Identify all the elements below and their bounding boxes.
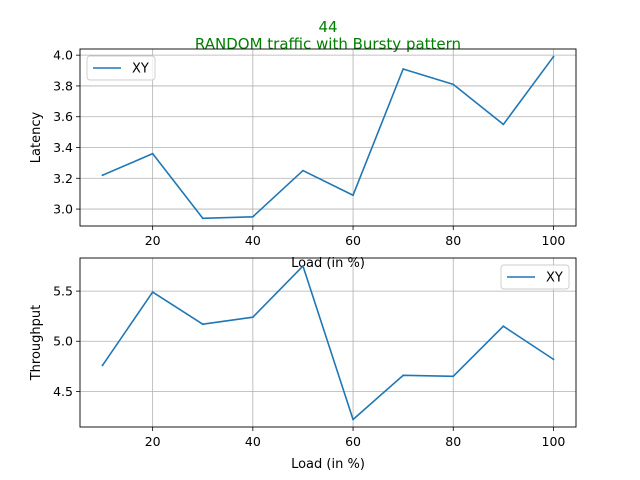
throughput-data-point-9 — [552, 358, 555, 361]
throughput-data-point-6 — [402, 374, 405, 377]
throughput-y-tick-label-1: 5.0 — [53, 334, 73, 349]
latency-x-tick-label-3: 80 — [445, 233, 461, 248]
latency-y-tick-label-3: 3.6 — [53, 109, 73, 124]
throughput-x-tick-label-0: 20 — [145, 434, 161, 449]
latency-data-point-6 — [402, 68, 405, 70]
throughput-x-tick-label-2: 60 — [345, 434, 361, 449]
latency-data-point-9 — [552, 55, 555, 58]
latency-x-tick-label-2: 60 — [345, 233, 361, 248]
latency-data-point-7 — [452, 83, 455, 86]
suptitle-text: RANDOM traffic with Bursty pattern — [195, 35, 461, 53]
throughput-x-axis-label: Load (in %) — [291, 457, 365, 472]
latency-y-tick-label-4: 3.8 — [53, 78, 73, 93]
latency-y-tick-label-2: 3.4 — [53, 140, 73, 155]
suptitle-number: 44 — [318, 18, 337, 36]
throughput-data-point-8 — [502, 325, 505, 328]
latency-y-tick-label-0: 3.0 — [53, 202, 73, 217]
throughput-x-tick-label-1: 40 — [245, 434, 261, 449]
throughput-legend: XY — [500, 264, 570, 290]
latency-axes-frame — [79, 48, 577, 227]
throughput-data-point-4 — [302, 265, 304, 267]
latency-data-point-8 — [502, 123, 505, 126]
latency-y-axis-label: Latency — [29, 112, 44, 164]
throughput-series-line-0 — [101, 265, 555, 421]
latency-series-line-0 — [101, 55, 555, 220]
throughput-data-point-5 — [352, 418, 354, 421]
throughput-data-point-3 — [251, 316, 254, 319]
latency-x-tick-label-0: 20 — [145, 233, 161, 248]
latency-data-point-0 — [101, 174, 104, 177]
throughput-data-point-1 — [151, 291, 154, 294]
throughput-y-tick-label-2: 5.5 — [53, 284, 73, 299]
latency-x-tick-label-1: 40 — [245, 233, 261, 248]
throughput-y-tick-label-0: 4.5 — [53, 384, 73, 399]
latency-chart: 20 40 60 80 100 3.0 3.2 3.4 3.6 3.8 4.0 Load (in %)… — [29, 48, 577, 271]
throughput-data-point-7 — [452, 375, 455, 378]
latency-data-point-2 — [201, 217, 204, 220]
throughput-chart: 20 40 60 80 100 4.5 5.0 5.5 Load (in %) Throughpu… — [29, 257, 577, 472]
throughput-data-point-2 — [201, 323, 204, 326]
throughput-x-tick-label-3: 80 — [445, 434, 461, 449]
latency-legend: XY — [86, 55, 156, 81]
latency-y-tick-label-1: 3.2 — [53, 171, 73, 186]
throughput-data-point-0 — [101, 364, 104, 367]
latency-x-axis-label: Load (in %) — [291, 256, 365, 271]
throughput-axes-frame — [79, 257, 577, 428]
latency-data-point-5 — [352, 194, 354, 197]
latency-legend-label: XY — [132, 62, 149, 77]
latency-data-point-3 — [251, 215, 254, 218]
throughput-y-axis-label: Throughput — [29, 305, 44, 382]
throughput-x-tick-label-4: 100 — [542, 434, 566, 449]
latency-x-tick-label-4: 100 — [542, 233, 566, 248]
latency-data-point-1 — [151, 152, 154, 155]
latency-y-tick-label-5: 4.0 — [53, 48, 73, 63]
latency-data-point-4 — [302, 169, 304, 172]
throughput-legend-label: XY — [546, 271, 563, 286]
